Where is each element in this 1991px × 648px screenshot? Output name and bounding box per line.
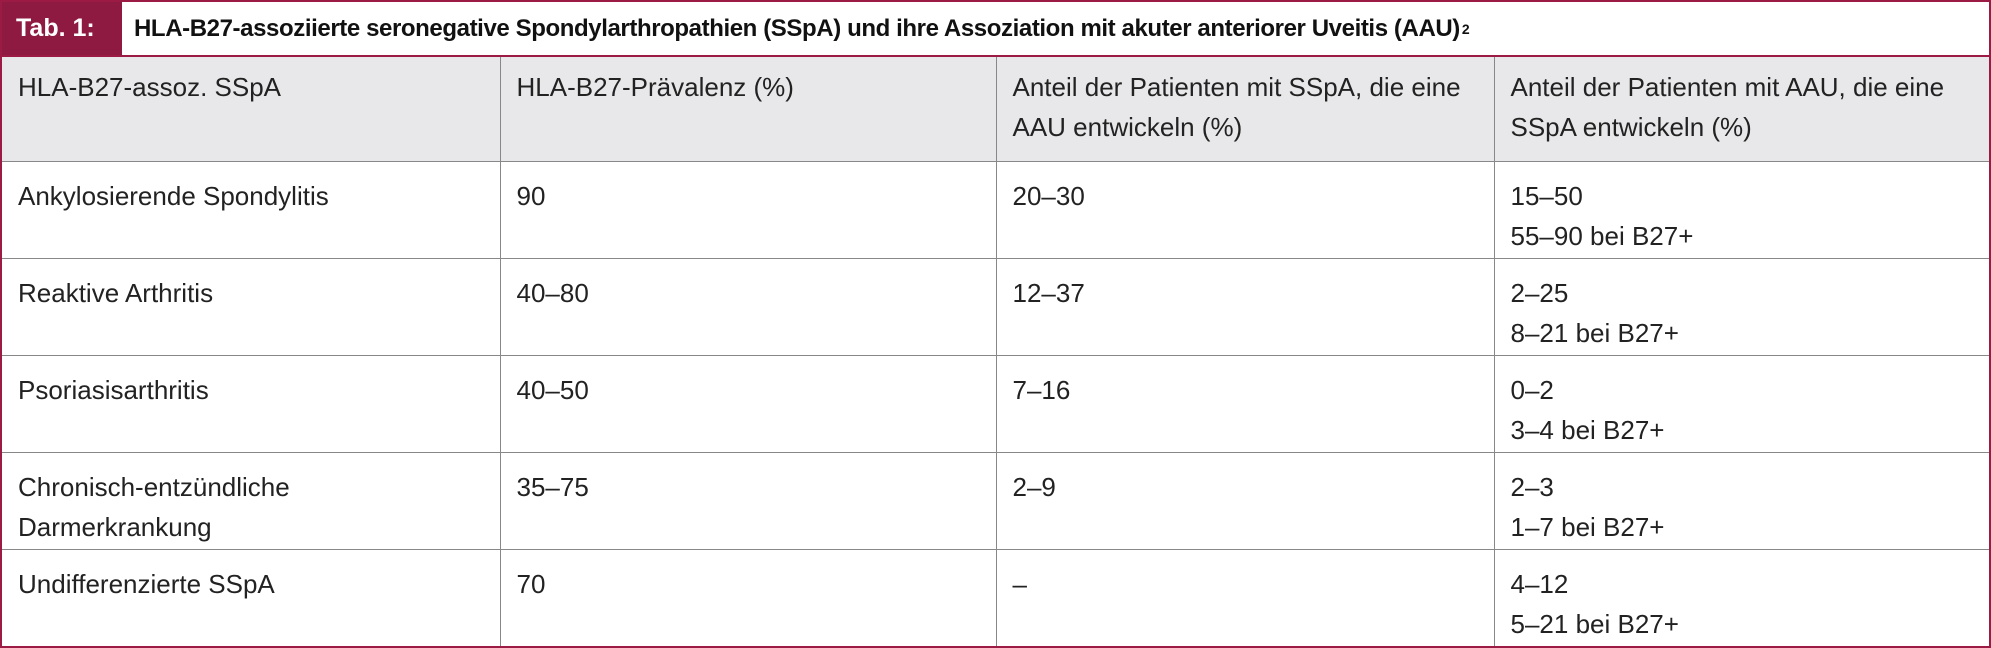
cell-line: Undifferenzierte SSpA <box>18 568 275 599</box>
table-cell: Reaktive Arthritis <box>2 258 500 356</box>
table-row: Chronisch-entzündliche Darmerkrankung 35–7… <box>2 452 1989 550</box>
table-cell: 40–50 <box>499 355 996 453</box>
reference: 2 <box>1461 20 1470 37</box>
table-cell: Chronisch-entzündliche Darmerkrankung <box>2 452 500 550</box>
table-cell: – <box>995 549 1494 646</box>
cell-line: 15–50 <box>1510 180 1583 211</box>
table-label: Tab. 1: <box>2 2 122 55</box>
table-cell: 40–80 <box>499 258 996 356</box>
cell-line: Darmerkrankung <box>18 511 212 542</box>
cell-line: 2–9 <box>1012 471 1056 502</box>
cell-line: 8–21 bei B27+ <box>1510 317 1679 348</box>
header-cell: Anteil der Patienten mit SSpA, die eine … <box>995 57 1494 162</box>
cell-line: 40–80 <box>516 277 589 308</box>
title-bar: Tab. 1: HLA-B27-assoziierte seronegative… <box>2 0 1989 57</box>
cell-line: Psoriasisarthritis <box>18 374 209 405</box>
cell-line: 3–4 bei B27+ <box>1510 414 1665 445</box>
cell-line: 1–7 bei B27+ <box>1510 511 1665 542</box>
cell-line: 35–75 <box>516 471 589 502</box>
cell-line: 5–21 bei B27+ <box>1510 608 1679 639</box>
cell-line: 2–3 <box>1510 471 1554 502</box>
data-table: HLA-B27-assoz. SSpA HLA-B27-Prävalenz (%)… <box>2 57 1989 646</box>
table-cell: 4–12 5–21 bei B27+ <box>1493 549 1989 646</box>
cell-line: 7–16 <box>1012 374 1071 405</box>
header-cell: HLA-B27-assoz. SSpA <box>2 57 500 162</box>
cell-line: 0–2 <box>1510 374 1554 405</box>
cell-line: Ankylosierende Spondylitis <box>18 180 329 211</box>
table-cell: 35–75 <box>499 452 996 550</box>
cell-line: 2–25 <box>1510 277 1569 308</box>
table-cell: 90 <box>499 161 996 259</box>
table-row: Undifferenzierte SSpA 70 – 4–12 5–21 bei B27… <box>2 549 1989 646</box>
cell-line: 20–30 <box>1012 180 1085 211</box>
cell-line: – <box>1012 568 1027 599</box>
table-cell: 70 <box>499 549 996 646</box>
cell-line: 55–90 bei B27+ <box>1510 220 1694 251</box>
title-text: HLA-B27-assoziierte seronegative Spondyl… <box>134 14 1460 42</box>
cell-line: 12–37 <box>1012 277 1085 308</box>
cell-line: Reaktive Arthritis <box>18 277 214 308</box>
table-row: Ankylosierende Spondylitis 90 20–30 15–50 55… <box>2 161 1989 259</box>
table-row: Psoriasisarthritis 40–50 7–16 0–2 3–4 bei B2… <box>2 355 1989 453</box>
table-cell: 2–25 8–21 bei B27+ <box>1493 258 1989 356</box>
table-cell: Ankylosierende Spondylitis <box>2 161 500 259</box>
table-cell: 0–2 3–4 bei B27+ <box>1493 355 1989 453</box>
cell-line: 70 <box>516 568 546 599</box>
header-row: HLA-B27-assoz. SSpA HLA-B27-Prävalenz (%)… <box>2 57 1989 162</box>
cell-line: Chronisch-entzündliche <box>18 471 290 502</box>
header-cell: HLA-B27-Prävalenz (%) <box>499 57 996 162</box>
table-cell: 2–9 <box>995 452 1494 550</box>
table-cell: 20–30 <box>995 161 1494 259</box>
header-cell: Anteil der Patienten mit AAU, die eine S… <box>1493 57 1989 162</box>
table-cell: Undifferenzierte SSpA <box>2 549 500 646</box>
cell-line: 4–12 <box>1510 568 1569 599</box>
table-title: HLA-B27-assoziierte seronegative Spondyl… <box>122 2 1470 55</box>
cell-line: 90 <box>516 180 546 211</box>
table-cell: 2–3 1–7 bei B27+ <box>1493 452 1989 550</box>
table-cell: 7–16 <box>995 355 1494 453</box>
cell-line: 40–50 <box>516 374 589 405</box>
table-cell: 15–50 55–90 bei B27+ <box>1493 161 1989 259</box>
table-cell: Psoriasisarthritis <box>2 355 500 453</box>
table-cell: 12–37 <box>995 258 1494 356</box>
table-row: Reaktive Arthritis 40–80 12–37 2–25 8–21 bei… <box>2 258 1989 356</box>
